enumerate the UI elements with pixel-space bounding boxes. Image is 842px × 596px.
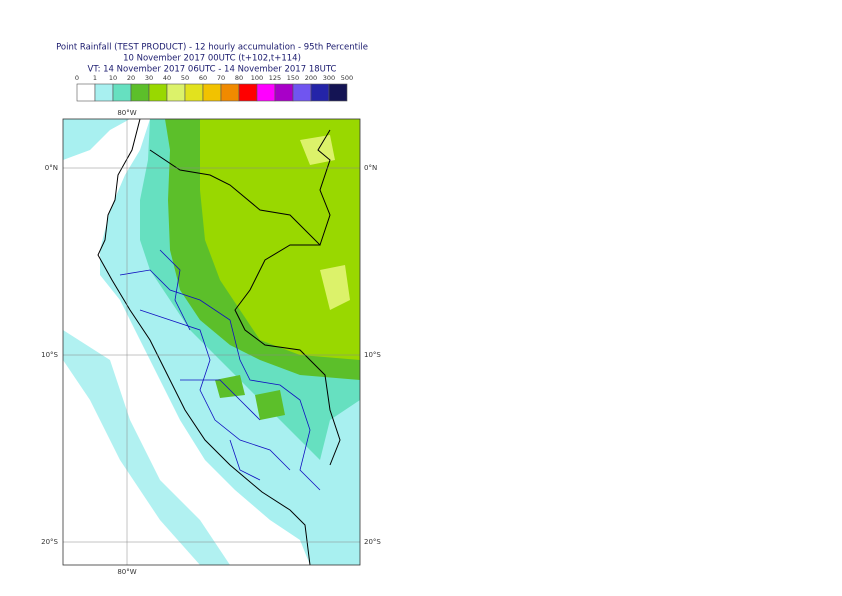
- legend-swatch: [292, 83, 312, 102]
- country-border: [234, 244, 341, 466]
- rain-band-1: [63, 330, 230, 565]
- legend-label: 300: [323, 74, 335, 82]
- lat-label: 0°N: [364, 164, 377, 172]
- legend-swatch: [184, 83, 204, 102]
- rain-band-3: [215, 375, 285, 420]
- legend-swatch: [130, 83, 150, 102]
- legend-label: 10: [109, 74, 117, 82]
- legend-label: 150: [287, 74, 299, 82]
- title-line: VT: 14 November 2017 06UTC - 14 November…: [88, 65, 337, 75]
- legend-label: 100: [251, 74, 263, 82]
- legend-swatch: [112, 83, 132, 102]
- legend-swatch: [274, 83, 294, 102]
- lat-label: 10°S: [364, 351, 381, 359]
- rain-band-4: [200, 119, 360, 360]
- legend-swatch: [238, 83, 258, 102]
- legend-label: 30: [145, 74, 153, 82]
- legend-swatch: [94, 83, 114, 102]
- legend-swatch: [220, 83, 240, 102]
- map-frame: [62, 118, 361, 566]
- legend-label: 200: [305, 74, 317, 82]
- rain-band-1: [63, 119, 130, 160]
- country-border: [149, 129, 331, 246]
- legend-label: 500: [341, 74, 353, 82]
- legend-swatch: [202, 83, 222, 102]
- lat-label: 10°S: [41, 351, 58, 359]
- map: [63, 119, 360, 565]
- legend-label: 125: [269, 74, 281, 82]
- header: Point Rainfall (TEST PRODUCT) - 12 hourl…: [56, 43, 368, 75]
- lat-label: 20°S: [41, 538, 58, 546]
- rain-band-5: [300, 135, 350, 310]
- regions: [119, 249, 321, 491]
- legend-label: 50: [181, 74, 189, 82]
- lon-label: 80°W: [117, 568, 136, 576]
- graticule: [63, 119, 360, 565]
- legend-swatch: [310, 83, 330, 102]
- legend-swatch: [166, 83, 186, 102]
- lon-label: 80°W: [117, 109, 136, 117]
- legend-swatch: [76, 83, 96, 102]
- legend-label: 40: [163, 74, 171, 82]
- legend-label: 70: [217, 74, 225, 82]
- legend-label: 80: [235, 74, 243, 82]
- legend-label: 0: [75, 74, 79, 82]
- legend-swatch: [256, 83, 276, 102]
- lat-label: 20°S: [364, 538, 381, 546]
- legend-swatch: [328, 83, 348, 102]
- legend-label: 1: [93, 74, 97, 82]
- legend-label: 20: [127, 74, 135, 82]
- region-border: [119, 269, 321, 491]
- title-line: 10 November 2017 00UTC (t+102,t+114): [123, 54, 301, 64]
- color-legend: 0 1 10 20 30 40 50 60 70 80 100 125 150 200 300 500: [75, 74, 353, 102]
- legend-label: 60: [199, 74, 207, 82]
- coastline: [97, 119, 311, 565]
- region-border: [159, 249, 261, 481]
- title-line: Point Rainfall (TEST PRODUCT) - 12 hourl…: [56, 43, 368, 53]
- region-border: [139, 309, 291, 471]
- lat-label: 0°N: [45, 164, 58, 172]
- legend-swatch: [148, 83, 168, 102]
- borders: [97, 119, 341, 565]
